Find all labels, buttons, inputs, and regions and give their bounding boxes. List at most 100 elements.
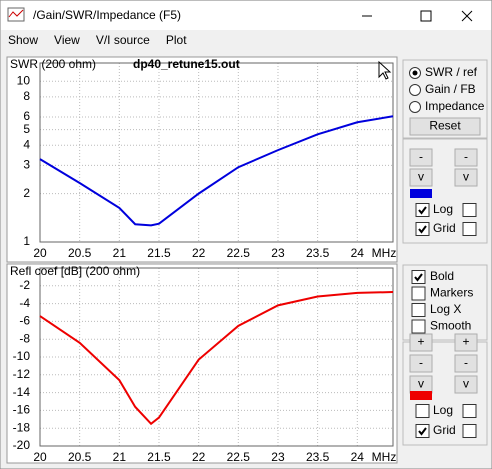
y-tick-label: -20 (13, 438, 31, 452)
y-tick-label: 2 (23, 186, 30, 200)
button-label: Reset (429, 119, 461, 133)
menu-item[interactable]: Plot (166, 33, 187, 47)
button-label: - (464, 150, 468, 164)
radio-button[interactable] (409, 84, 421, 96)
x-tick-label: 20.5 (68, 450, 92, 464)
button[interactable] (454, 354, 478, 373)
series-color-swatch[interactable] (410, 391, 432, 400)
x-tick-label: 21.5 (147, 246, 171, 260)
x-tick-label: 23 (271, 450, 285, 464)
checkbox[interactable] (462, 424, 477, 438)
radio-button[interactable] (409, 101, 421, 113)
button-label: - (419, 356, 423, 370)
chart-title: Refl coef [dB] (200 ohm) (10, 264, 140, 278)
button-label: - (464, 356, 468, 370)
x-tick-label: 24 (351, 450, 365, 464)
series-color-swatch[interactable] (410, 189, 432, 198)
group-box (402, 138, 488, 244)
radio-dot (412, 70, 418, 76)
series-line (39, 291, 394, 426)
button[interactable] (454, 333, 478, 352)
y-tick-label: 10 (17, 73, 31, 87)
checkbox[interactable] (415, 404, 430, 418)
button-label: - (419, 150, 423, 164)
radio-label: Gain / FB (425, 82, 476, 96)
check-mark (418, 427, 427, 436)
check-mark (418, 206, 427, 215)
checkbox[interactable] (411, 319, 426, 334)
button[interactable] (409, 333, 433, 352)
x-tick-label: 22.5 (227, 450, 251, 464)
y-tick-label: 8 (23, 89, 30, 103)
menu-item[interactable]: V/I source (96, 33, 150, 47)
x-tick-label: 20.5 (68, 246, 92, 260)
x-tick-label: 23.5 (306, 246, 330, 260)
button-label: v (463, 377, 469, 391)
radio-label: SWR / ref (425, 65, 478, 79)
series-line (39, 115, 394, 227)
button-label: v (418, 170, 424, 184)
menu-item[interactable]: View (54, 33, 80, 47)
x-tick-label: 20 (33, 450, 47, 464)
maximize-button[interactable] (420, 10, 432, 22)
checkbox-label: Grid (433, 423, 456, 437)
app-icon (7, 7, 25, 22)
group-box (402, 341, 488, 446)
button[interactable] (409, 148, 433, 167)
button[interactable] (409, 168, 433, 187)
button[interactable] (409, 354, 433, 373)
button[interactable] (454, 375, 478, 394)
checkbox-label: Log X (430, 302, 461, 316)
mouse-cursor (378, 60, 392, 80)
y-tick-label: 6 (23, 109, 30, 123)
check-mark (418, 225, 427, 234)
checkbox[interactable] (411, 286, 426, 301)
button-label: + (462, 335, 469, 349)
group-box (402, 264, 488, 341)
close-button[interactable] (461, 10, 473, 22)
checkbox[interactable] (415, 424, 430, 438)
x-tick-label: 21.5 (147, 450, 171, 464)
plot-border (39, 62, 394, 243)
button[interactable] (409, 117, 481, 136)
button-label: + (417, 335, 424, 349)
checkbox[interactable] (462, 222, 477, 236)
x-tick-label: 22 (192, 246, 206, 260)
y-tick-label: -14 (13, 385, 31, 399)
x-tick-label: 21 (113, 450, 127, 464)
checkbox-label: Log (433, 202, 453, 216)
checkbox-label: Bold (430, 269, 454, 283)
menu-item[interactable]: Show (8, 33, 38, 47)
chart-frame (6, 56, 398, 263)
y-tick-label: -16 (13, 403, 31, 417)
window-title: /Gain/SWR/Impedance (F5) (33, 8, 181, 22)
y-tick-label: 4 (23, 137, 30, 151)
checkbox-label: Log (433, 403, 453, 417)
x-axis-label: MHz (372, 246, 397, 260)
plot-border (39, 267, 394, 447)
chart-frame (6, 263, 398, 464)
y-tick-label: 5 (23, 122, 30, 136)
checkbox-label: Markers (430, 286, 473, 300)
y-tick-label: -2 (19, 278, 30, 292)
title-bar (1, 1, 491, 30)
checkbox[interactable] (462, 203, 477, 217)
button[interactable] (454, 168, 478, 187)
x-tick-label: 24 (351, 246, 365, 260)
y-tick-label: -6 (19, 314, 30, 328)
x-tick-label: 20 (33, 246, 47, 260)
group-box (402, 59, 488, 139)
checkbox[interactable] (462, 404, 477, 418)
file-name: dp40_retune15.out (133, 57, 240, 71)
y-tick-label: -12 (13, 367, 31, 381)
x-tick-label: 22.5 (227, 246, 251, 260)
checkbox[interactable] (411, 270, 426, 284)
button[interactable] (454, 148, 478, 167)
checkbox-label: Grid (433, 221, 456, 235)
checkbox[interactable] (411, 303, 426, 317)
radio-label: Impedance (425, 99, 485, 113)
checkbox[interactable] (415, 222, 430, 236)
checkbox[interactable] (415, 203, 430, 217)
checkbox-label: Smooth (430, 319, 471, 333)
